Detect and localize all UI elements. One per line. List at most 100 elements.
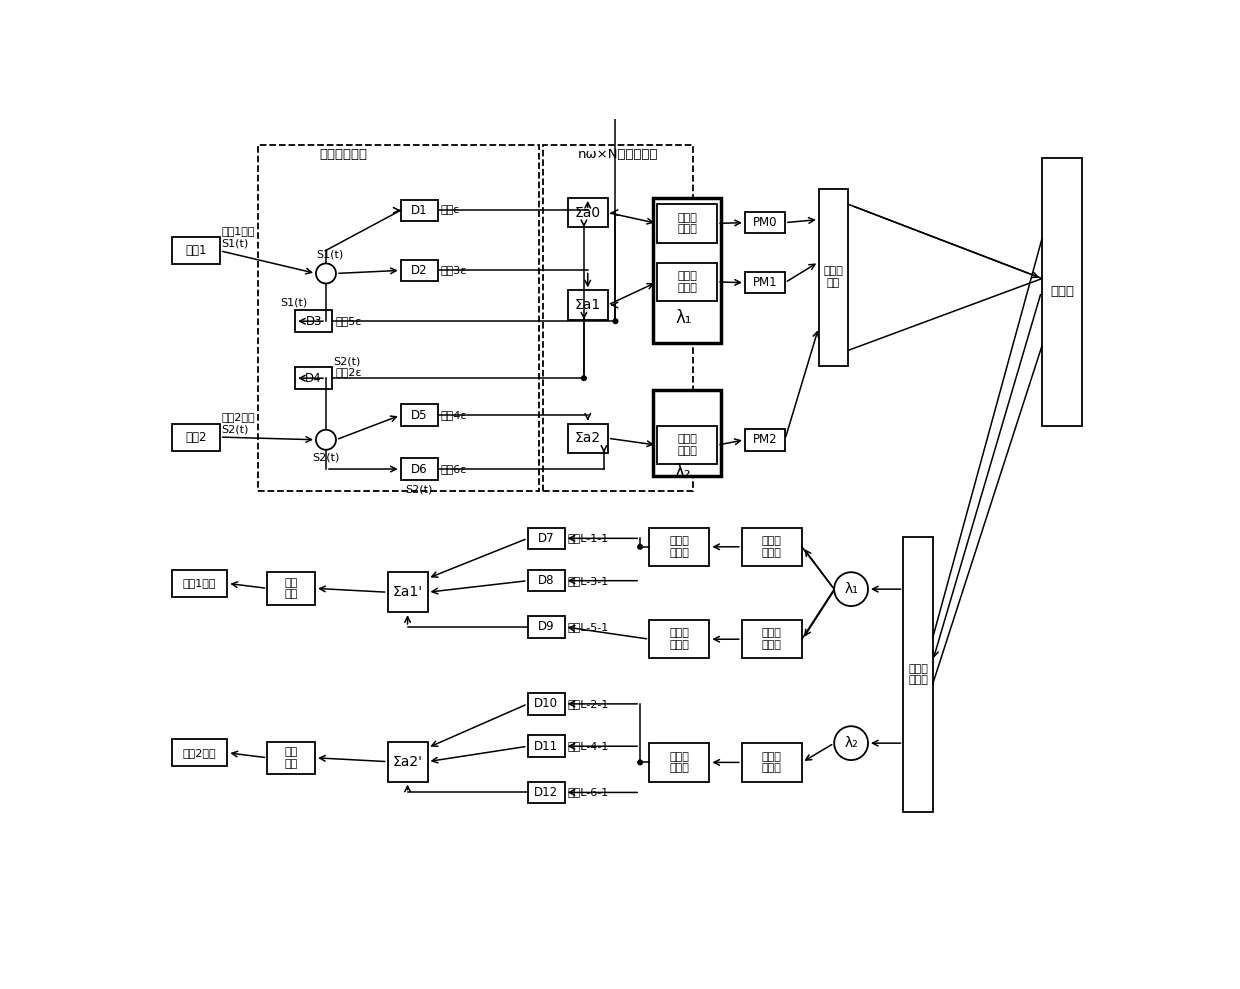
Bar	[172, 570, 227, 596]
Bar	[742, 620, 802, 659]
Text: S1(t): S1(t)	[221, 238, 248, 248]
Text: 延时L-5-1: 延时L-5-1	[568, 622, 609, 632]
Text: S2(t): S2(t)	[312, 453, 340, 463]
Bar	[543, 144, 693, 492]
Bar	[401, 458, 438, 480]
Text: 波分复
用器: 波分复 用器	[823, 266, 843, 288]
Bar	[172, 423, 219, 451]
Text: 用户2: 用户2	[185, 430, 207, 444]
Bar	[268, 742, 315, 774]
Bar	[401, 405, 438, 426]
Bar	[742, 743, 802, 781]
Circle shape	[637, 761, 642, 764]
Text: 用户1: 用户1	[185, 244, 207, 257]
Bar	[528, 693, 564, 715]
Bar	[172, 237, 219, 264]
Bar	[568, 291, 608, 319]
Text: 光网络: 光网络	[1050, 286, 1074, 299]
Text: 用户1数据: 用户1数据	[221, 226, 254, 236]
Bar	[568, 423, 608, 453]
Bar	[742, 527, 802, 566]
Bar	[172, 740, 227, 766]
Text: S1(t): S1(t)	[316, 249, 343, 259]
Bar	[295, 311, 332, 332]
Text: 延时L-1-1: 延时L-1-1	[568, 533, 609, 543]
Text: Σa2: Σa2	[574, 431, 601, 445]
Text: D9: D9	[538, 620, 554, 633]
Text: 延时L-4-1: 延时L-4-1	[568, 741, 609, 752]
Text: D6: D6	[410, 463, 428, 476]
Bar	[745, 272, 785, 294]
Text: 零差相
干检测: 零差相 干检测	[761, 536, 781, 558]
Bar	[650, 620, 709, 659]
Text: λ₁: λ₁	[675, 310, 692, 327]
Circle shape	[613, 318, 618, 323]
Text: 电光转
换模块: 电光转 换模块	[677, 213, 697, 234]
Text: 延时2ε: 延时2ε	[335, 367, 362, 377]
Text: S1(t): S1(t)	[280, 298, 308, 308]
Text: 用户1数据: 用户1数据	[184, 579, 217, 588]
Bar	[650, 743, 709, 781]
Circle shape	[316, 263, 336, 284]
Text: Σa2': Σa2'	[393, 755, 423, 768]
Text: D8: D8	[538, 575, 554, 587]
Bar	[401, 259, 438, 281]
Bar	[653, 198, 720, 343]
Text: Σa1: Σa1	[574, 298, 601, 312]
Bar	[388, 742, 428, 781]
Bar	[745, 429, 785, 451]
Circle shape	[637, 545, 642, 549]
Bar	[388, 573, 428, 612]
Bar	[268, 573, 315, 604]
Text: PM2: PM2	[753, 433, 777, 446]
Text: 零差相
干检测: 零差相 干检测	[761, 752, 781, 773]
Bar	[653, 390, 720, 476]
Text: D11: D11	[534, 740, 558, 753]
Bar	[657, 204, 717, 242]
Text: 延时6ε: 延时6ε	[440, 464, 467, 474]
Text: 延时5ε: 延时5ε	[335, 316, 362, 326]
Text: λ₁: λ₁	[844, 583, 858, 596]
Bar	[650, 527, 709, 566]
Text: Σa0: Σa0	[574, 206, 601, 220]
Text: 延时4ε: 延时4ε	[440, 410, 467, 420]
Text: 延时ε: 延时ε	[440, 206, 460, 216]
Text: 用户2数据: 用户2数据	[182, 748, 217, 758]
Text: Σa1': Σa1'	[393, 585, 423, 599]
Text: D3: D3	[305, 315, 322, 327]
Bar	[528, 616, 564, 638]
Bar	[657, 263, 717, 302]
Circle shape	[316, 430, 336, 450]
Text: 时延编解码器: 时延编解码器	[320, 147, 368, 160]
Text: 延时3ε: 延时3ε	[440, 265, 467, 275]
Text: 延时L-6-1: 延时L-6-1	[568, 787, 609, 797]
Text: 光电转
换模块: 光电转 换模块	[670, 752, 689, 773]
Text: 延时L-3-1: 延时L-3-1	[568, 576, 609, 585]
Text: 光电转
换模块: 光电转 换模块	[670, 536, 689, 558]
Text: 波分解
复用器: 波分解 复用器	[908, 664, 928, 685]
Text: D2: D2	[410, 264, 428, 277]
Text: D1: D1	[410, 204, 428, 217]
Text: S2(t): S2(t)	[334, 356, 361, 366]
Bar	[818, 189, 848, 366]
Bar	[657, 426, 717, 465]
Text: 阈值
判决: 阈值 判决	[285, 747, 298, 768]
Text: D12: D12	[534, 786, 558, 799]
Bar	[568, 198, 608, 227]
Text: 电光转
换模块: 电光转 换模块	[677, 271, 697, 293]
Text: 阈值
判决: 阈值 判决	[285, 578, 298, 599]
Bar	[745, 212, 785, 233]
Text: PM1: PM1	[753, 276, 777, 289]
Bar	[904, 537, 932, 812]
Text: 零差相
干检测: 零差相 干检测	[761, 628, 781, 650]
Text: nω×N复选耦合器: nω×N复选耦合器	[578, 147, 658, 160]
Bar	[1042, 158, 1083, 426]
Text: 光电转
换模块: 光电转 换模块	[670, 628, 689, 650]
Text: 延时L-2-1: 延时L-2-1	[568, 699, 609, 709]
Text: λ₂: λ₂	[675, 463, 692, 481]
Bar	[528, 527, 564, 549]
Circle shape	[582, 376, 587, 381]
Bar	[528, 781, 564, 803]
Text: 电光转
换模块: 电光转 换模块	[677, 434, 697, 456]
Bar	[258, 144, 539, 492]
